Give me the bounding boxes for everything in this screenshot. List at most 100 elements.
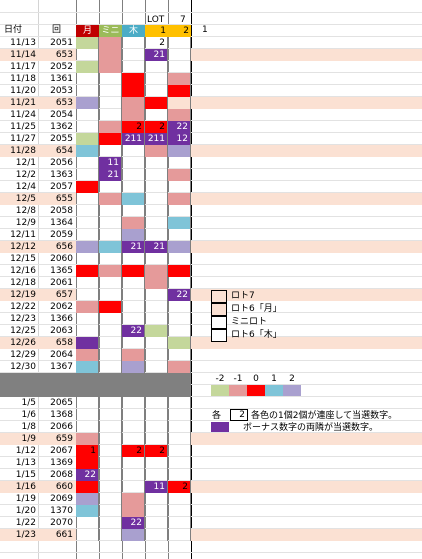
number-cell[interactable]: [145, 37, 168, 49]
number-cell[interactable]: [122, 109, 145, 121]
number-cell[interactable]: [168, 421, 191, 433]
number-cell[interactable]: [122, 337, 145, 349]
number-cell[interactable]: [99, 169, 122, 181]
number-cell[interactable]: [122, 169, 145, 181]
cell-round[interactable]: 1369: [50, 458, 73, 468]
number-cell[interactable]: [145, 121, 168, 133]
number-cell[interactable]: [122, 229, 145, 241]
cell-round[interactable]: 1363: [50, 170, 73, 180]
number-cell[interactable]: [145, 361, 168, 373]
cell-date[interactable]: 12/16: [10, 266, 36, 276]
number-cell[interactable]: [76, 529, 99, 541]
number-cell[interactable]: [99, 229, 122, 241]
cell-date[interactable]: 11/20: [10, 86, 36, 96]
number-cell[interactable]: [168, 145, 191, 157]
cell-round[interactable]: 656: [55, 242, 73, 252]
cell-date[interactable]: 11/17: [10, 62, 36, 72]
cell-round[interactable]: 2070: [50, 518, 73, 528]
number-cell[interactable]: [99, 193, 122, 205]
cell-date[interactable]: 11/24: [10, 110, 36, 120]
number-cell[interactable]: [76, 229, 99, 241]
number-cell[interactable]: [122, 469, 145, 481]
cell-date[interactable]: 12/22: [10, 302, 36, 312]
number-cell[interactable]: [168, 301, 191, 313]
number-cell[interactable]: [76, 169, 99, 181]
cell-date[interactable]: 1/8: [21, 422, 36, 432]
number-cell[interactable]: [145, 529, 168, 541]
number-cell[interactable]: [122, 193, 145, 205]
number-cell[interactable]: [122, 277, 145, 289]
cell-round[interactable]: 2053: [50, 86, 73, 96]
number-cell[interactable]: [168, 121, 191, 133]
cell-date[interactable]: 1/22: [15, 518, 36, 528]
number-cell[interactable]: [76, 361, 99, 373]
cell-round[interactable]: 2068: [50, 470, 73, 480]
cell-round[interactable]: 2060: [50, 254, 73, 264]
number-cell[interactable]: [76, 313, 99, 325]
number-cell[interactable]: [122, 37, 145, 49]
number-cell[interactable]: [122, 241, 145, 253]
cell-round[interactable]: 2064: [50, 350, 73, 360]
cell-date[interactable]: 12/29: [10, 350, 36, 360]
number-cell[interactable]: [76, 37, 99, 49]
cell-round[interactable]: 1364: [50, 218, 73, 228]
number-cell[interactable]: [168, 217, 191, 229]
cell-round[interactable]: 2062: [50, 302, 73, 312]
number-cell[interactable]: [122, 433, 145, 445]
number-cell[interactable]: [76, 97, 99, 109]
number-cell[interactable]: [99, 61, 122, 73]
number-cell[interactable]: [168, 133, 191, 145]
number-cell[interactable]: [145, 277, 168, 289]
number-cell[interactable]: [76, 205, 99, 217]
number-cell[interactable]: [122, 49, 145, 61]
cell-round[interactable]: 1362: [50, 122, 73, 132]
number-cell[interactable]: [145, 349, 168, 361]
number-cell[interactable]: [99, 37, 122, 49]
cell-date[interactable]: 1/23: [15, 530, 36, 540]
number-cell[interactable]: [168, 481, 191, 493]
number-cell[interactable]: [145, 109, 168, 121]
number-cell[interactable]: [122, 313, 145, 325]
number-cell[interactable]: [168, 493, 191, 505]
number-cell[interactable]: [145, 205, 168, 217]
number-cell[interactable]: [76, 469, 99, 481]
number-cell[interactable]: [76, 253, 99, 265]
number-cell[interactable]: [145, 169, 168, 181]
number-cell[interactable]: [76, 445, 99, 457]
number-cell[interactable]: [145, 481, 168, 493]
number-cell[interactable]: [76, 157, 99, 169]
number-cell[interactable]: [122, 301, 145, 313]
number-cell[interactable]: [145, 193, 168, 205]
number-cell[interactable]: [122, 253, 145, 265]
number-cell[interactable]: [145, 85, 168, 97]
number-cell[interactable]: [76, 109, 99, 121]
number-cell[interactable]: [122, 409, 145, 421]
number-cell[interactable]: [122, 145, 145, 157]
cell-date[interactable]: 12/18: [10, 278, 36, 288]
cell-round[interactable]: 1368: [50, 410, 73, 420]
cell-round[interactable]: 2069: [50, 494, 73, 504]
number-cell[interactable]: [99, 277, 122, 289]
number-cell[interactable]: [168, 277, 191, 289]
cell-date[interactable]: 11/21: [10, 98, 36, 108]
number-cell[interactable]: [76, 241, 99, 253]
number-cell[interactable]: [168, 445, 191, 457]
cell-round[interactable]: 2067: [50, 446, 73, 456]
number-cell[interactable]: [99, 445, 122, 457]
number-cell[interactable]: [76, 301, 99, 313]
cell-round[interactable]: 1370: [50, 506, 73, 516]
cell-date[interactable]: 1/16: [15, 482, 36, 492]
number-cell[interactable]: [168, 37, 191, 49]
number-cell[interactable]: [122, 421, 145, 433]
number-cell[interactable]: [76, 337, 99, 349]
number-cell[interactable]: [145, 73, 168, 85]
number-cell[interactable]: [99, 457, 122, 469]
number-cell[interactable]: [76, 349, 99, 361]
number-cell[interactable]: [99, 181, 122, 193]
number-cell[interactable]: [145, 493, 168, 505]
cell-date[interactable]: 1/20: [15, 506, 36, 516]
number-cell[interactable]: [168, 109, 191, 121]
number-cell[interactable]: [122, 397, 145, 409]
cell-round[interactable]: 2054: [50, 110, 73, 120]
number-cell[interactable]: [76, 397, 99, 409]
